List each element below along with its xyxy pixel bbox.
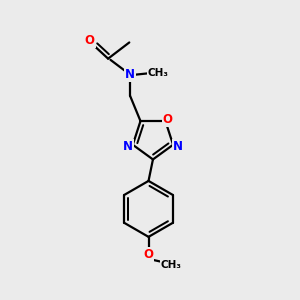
Text: N: N — [125, 68, 135, 81]
Text: CH₃: CH₃ — [161, 260, 182, 270]
Text: N: N — [172, 140, 182, 153]
Text: N: N — [123, 140, 134, 153]
Text: CH₃: CH₃ — [147, 68, 168, 78]
Text: O: O — [85, 34, 95, 46]
Text: O: O — [143, 248, 154, 261]
Text: O: O — [163, 113, 173, 126]
